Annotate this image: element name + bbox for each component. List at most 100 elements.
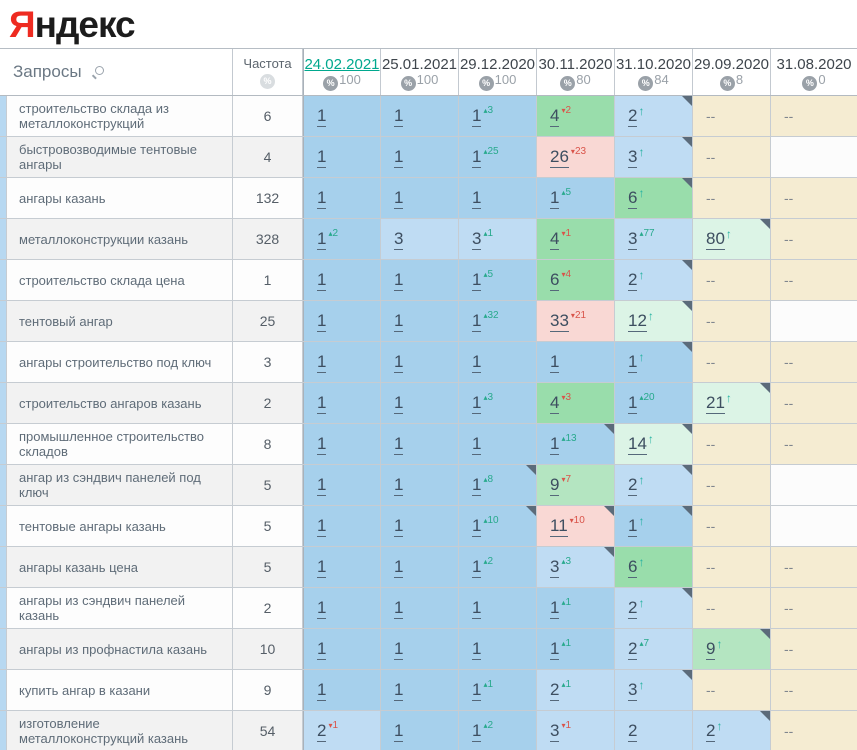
table-row[interactable]: тентовые ангары казань 5 1 1 1 ▴10 11 ▾10 1 ↑ -- <box>0 506 857 547</box>
position-link[interactable]: 1 <box>394 146 404 168</box>
table-row[interactable]: ангары из сэндвич панелей казань 2 1 1 1 1 ▴1 2… <box>0 588 857 629</box>
date-link[interactable]: 31.10.2020 <box>615 55 692 73</box>
position-link[interactable]: 1 <box>472 351 482 373</box>
position-link[interactable]: 4 <box>550 105 560 127</box>
position-link[interactable]: 1 <box>550 597 560 619</box>
position-link[interactable]: 1 <box>394 392 404 414</box>
position-link[interactable]: 1 <box>394 351 404 373</box>
position-link[interactable]: 1 <box>550 638 560 660</box>
position-link[interactable]: 80 <box>706 228 725 250</box>
position-link[interactable]: 4 <box>550 228 560 250</box>
position-link[interactable]: 2 <box>628 720 638 742</box>
position-link[interactable]: 2 <box>628 638 638 660</box>
position-link[interactable]: 1 <box>317 351 327 373</box>
position-link[interactable]: 1 <box>628 351 638 373</box>
position-link[interactable]: 1 <box>317 187 327 209</box>
position-link[interactable]: 1 <box>472 597 482 619</box>
position-link[interactable]: 1 <box>394 556 404 578</box>
position-link[interactable]: 3 <box>628 146 638 168</box>
table-row[interactable]: тентовый ангар 25 1 1 1 ▴32 33 ▾21 12 ↑ -- <box>0 301 857 342</box>
table-row[interactable]: промышленное строительство складов 8 1 1 1 1 ▴… <box>0 424 857 465</box>
position-link[interactable]: 1 <box>317 474 327 496</box>
position-link[interactable]: 1 <box>317 556 327 578</box>
position-link[interactable]: 21 <box>706 392 725 414</box>
position-link[interactable]: 3 <box>472 228 482 250</box>
position-link[interactable]: 1 <box>317 105 327 127</box>
position-link[interactable]: 6 <box>628 187 638 209</box>
position-link[interactable]: 1 <box>317 597 327 619</box>
position-link[interactable]: 11 <box>550 515 568 537</box>
position-link[interactable]: 1 <box>472 679 482 701</box>
position-link[interactable]: 1 <box>317 638 327 660</box>
position-link[interactable]: 6 <box>550 269 560 291</box>
position-link[interactable]: 1 <box>472 310 482 332</box>
position-link[interactable]: 26 <box>550 146 569 168</box>
position-link[interactable]: 14 <box>628 433 647 455</box>
position-link[interactable]: 1 <box>394 310 404 332</box>
position-link[interactable]: 3 <box>550 556 560 578</box>
position-link[interactable]: 1 <box>317 310 327 332</box>
position-link[interactable]: 1 <box>394 597 404 619</box>
position-link[interactable]: 2 <box>628 105 638 127</box>
table-row[interactable]: изготовление металлоконструкций казань 54… <box>0 711 857 750</box>
position-link[interactable]: 1 <box>394 515 404 537</box>
position-link[interactable]: 3 <box>628 679 638 701</box>
position-link[interactable]: 3 <box>550 720 560 742</box>
position-link[interactable]: 1 <box>317 228 327 250</box>
position-link[interactable]: 1 <box>394 187 404 209</box>
position-link[interactable]: 3 <box>628 228 638 250</box>
position-link[interactable]: 1 <box>394 269 404 291</box>
table-row[interactable]: ангары казань 132 1 1 1 1 ▴5 6 ↑ -- -- <box>0 178 857 219</box>
position-link[interactable]: 1 <box>317 515 327 537</box>
position-link[interactable]: 1 <box>317 269 327 291</box>
table-row[interactable]: ангары из профнастила казань 10 1 1 1 1 ▴1 2 ▴7 9… <box>0 629 857 670</box>
position-link[interactable]: 9 <box>706 638 716 660</box>
position-link[interactable]: 1 <box>317 392 327 414</box>
position-link[interactable]: 1 <box>472 720 482 742</box>
position-link[interactable]: 1 <box>472 269 482 291</box>
position-link[interactable]: 1 <box>472 105 482 127</box>
table-row[interactable]: строительство склада цена 1 1 1 1 ▴5 6 ▾4 2 ↑ -- -- <box>0 260 857 301</box>
position-link[interactable]: 1 <box>472 556 482 578</box>
date-link[interactable]: 29.12.2020 <box>459 55 536 73</box>
table-row[interactable]: ангары строительство под ключ 3 1 1 1 1 1 ↑ -- -- <box>0 342 857 383</box>
position-link[interactable]: 1 <box>394 679 404 701</box>
table-row[interactable]: ангары казань цена 5 1 1 1 ▴2 3 ▴3 6 ↑ -- -- <box>0 547 857 588</box>
position-link[interactable]: 1 <box>550 187 560 209</box>
position-link[interactable]: 1 <box>394 720 404 742</box>
position-link[interactable]: 1 <box>550 433 560 455</box>
position-link[interactable]: 33 <box>550 310 569 332</box>
position-link[interactable]: 2 <box>317 720 327 742</box>
position-link[interactable]: 3 <box>394 228 404 250</box>
position-link[interactable]: 1 <box>472 146 482 168</box>
position-link[interactable]: 1 <box>472 187 482 209</box>
search-icon[interactable] <box>91 65 105 79</box>
table-row[interactable]: ангар из сэндвич панелей под ключ 5 1 1 1 ▴8 9… <box>0 465 857 506</box>
position-link[interactable]: 2 <box>550 679 560 701</box>
table-row[interactable]: строительство склада из металлоконструкц… <box>0 96 857 137</box>
position-link[interactable]: 1 <box>317 146 327 168</box>
table-row[interactable]: металлоконструкции казань 328 1 ▴2 3 3 ▴1 4 ▾1 3 ▴… <box>0 219 857 260</box>
position-link[interactable]: 4 <box>550 392 560 414</box>
table-row[interactable]: строительство ангаров казань 2 1 1 1 ▴3 4 ▾3 1 ▴2… <box>0 383 857 424</box>
position-link[interactable]: 1 <box>628 515 638 537</box>
position-link[interactable]: 1 <box>472 474 482 496</box>
position-link[interactable]: 6 <box>628 556 638 578</box>
position-link[interactable]: 1 <box>317 433 327 455</box>
yandex-logo[interactable]: Яндекс <box>0 0 857 48</box>
position-link[interactable]: 1 <box>550 351 560 373</box>
position-link[interactable]: 1 <box>472 638 482 660</box>
date-link[interactable]: 31.08.2020 <box>776 55 852 73</box>
position-link[interactable]: 1 <box>472 433 482 455</box>
table-row[interactable]: купить ангар в казани 9 1 1 1 ▴1 2 ▴1 3 ↑ -- -- <box>0 670 857 711</box>
position-link[interactable]: 2 <box>628 597 638 619</box>
position-link[interactable]: 1 <box>472 392 482 414</box>
table-row[interactable]: быстровозводимые тентовые ангары 4 1 1 1 ▴25 2… <box>0 137 857 178</box>
position-link[interactable]: 1 <box>628 392 638 414</box>
date-link[interactable]: 24.02.2021 <box>304 55 380 73</box>
position-link[interactable]: 1 <box>394 638 404 660</box>
position-link[interactable]: 2 <box>706 720 716 742</box>
position-link[interactable]: 1 <box>394 105 404 127</box>
position-link[interactable]: 1 <box>317 679 327 701</box>
position-link[interactable]: 2 <box>628 474 638 496</box>
